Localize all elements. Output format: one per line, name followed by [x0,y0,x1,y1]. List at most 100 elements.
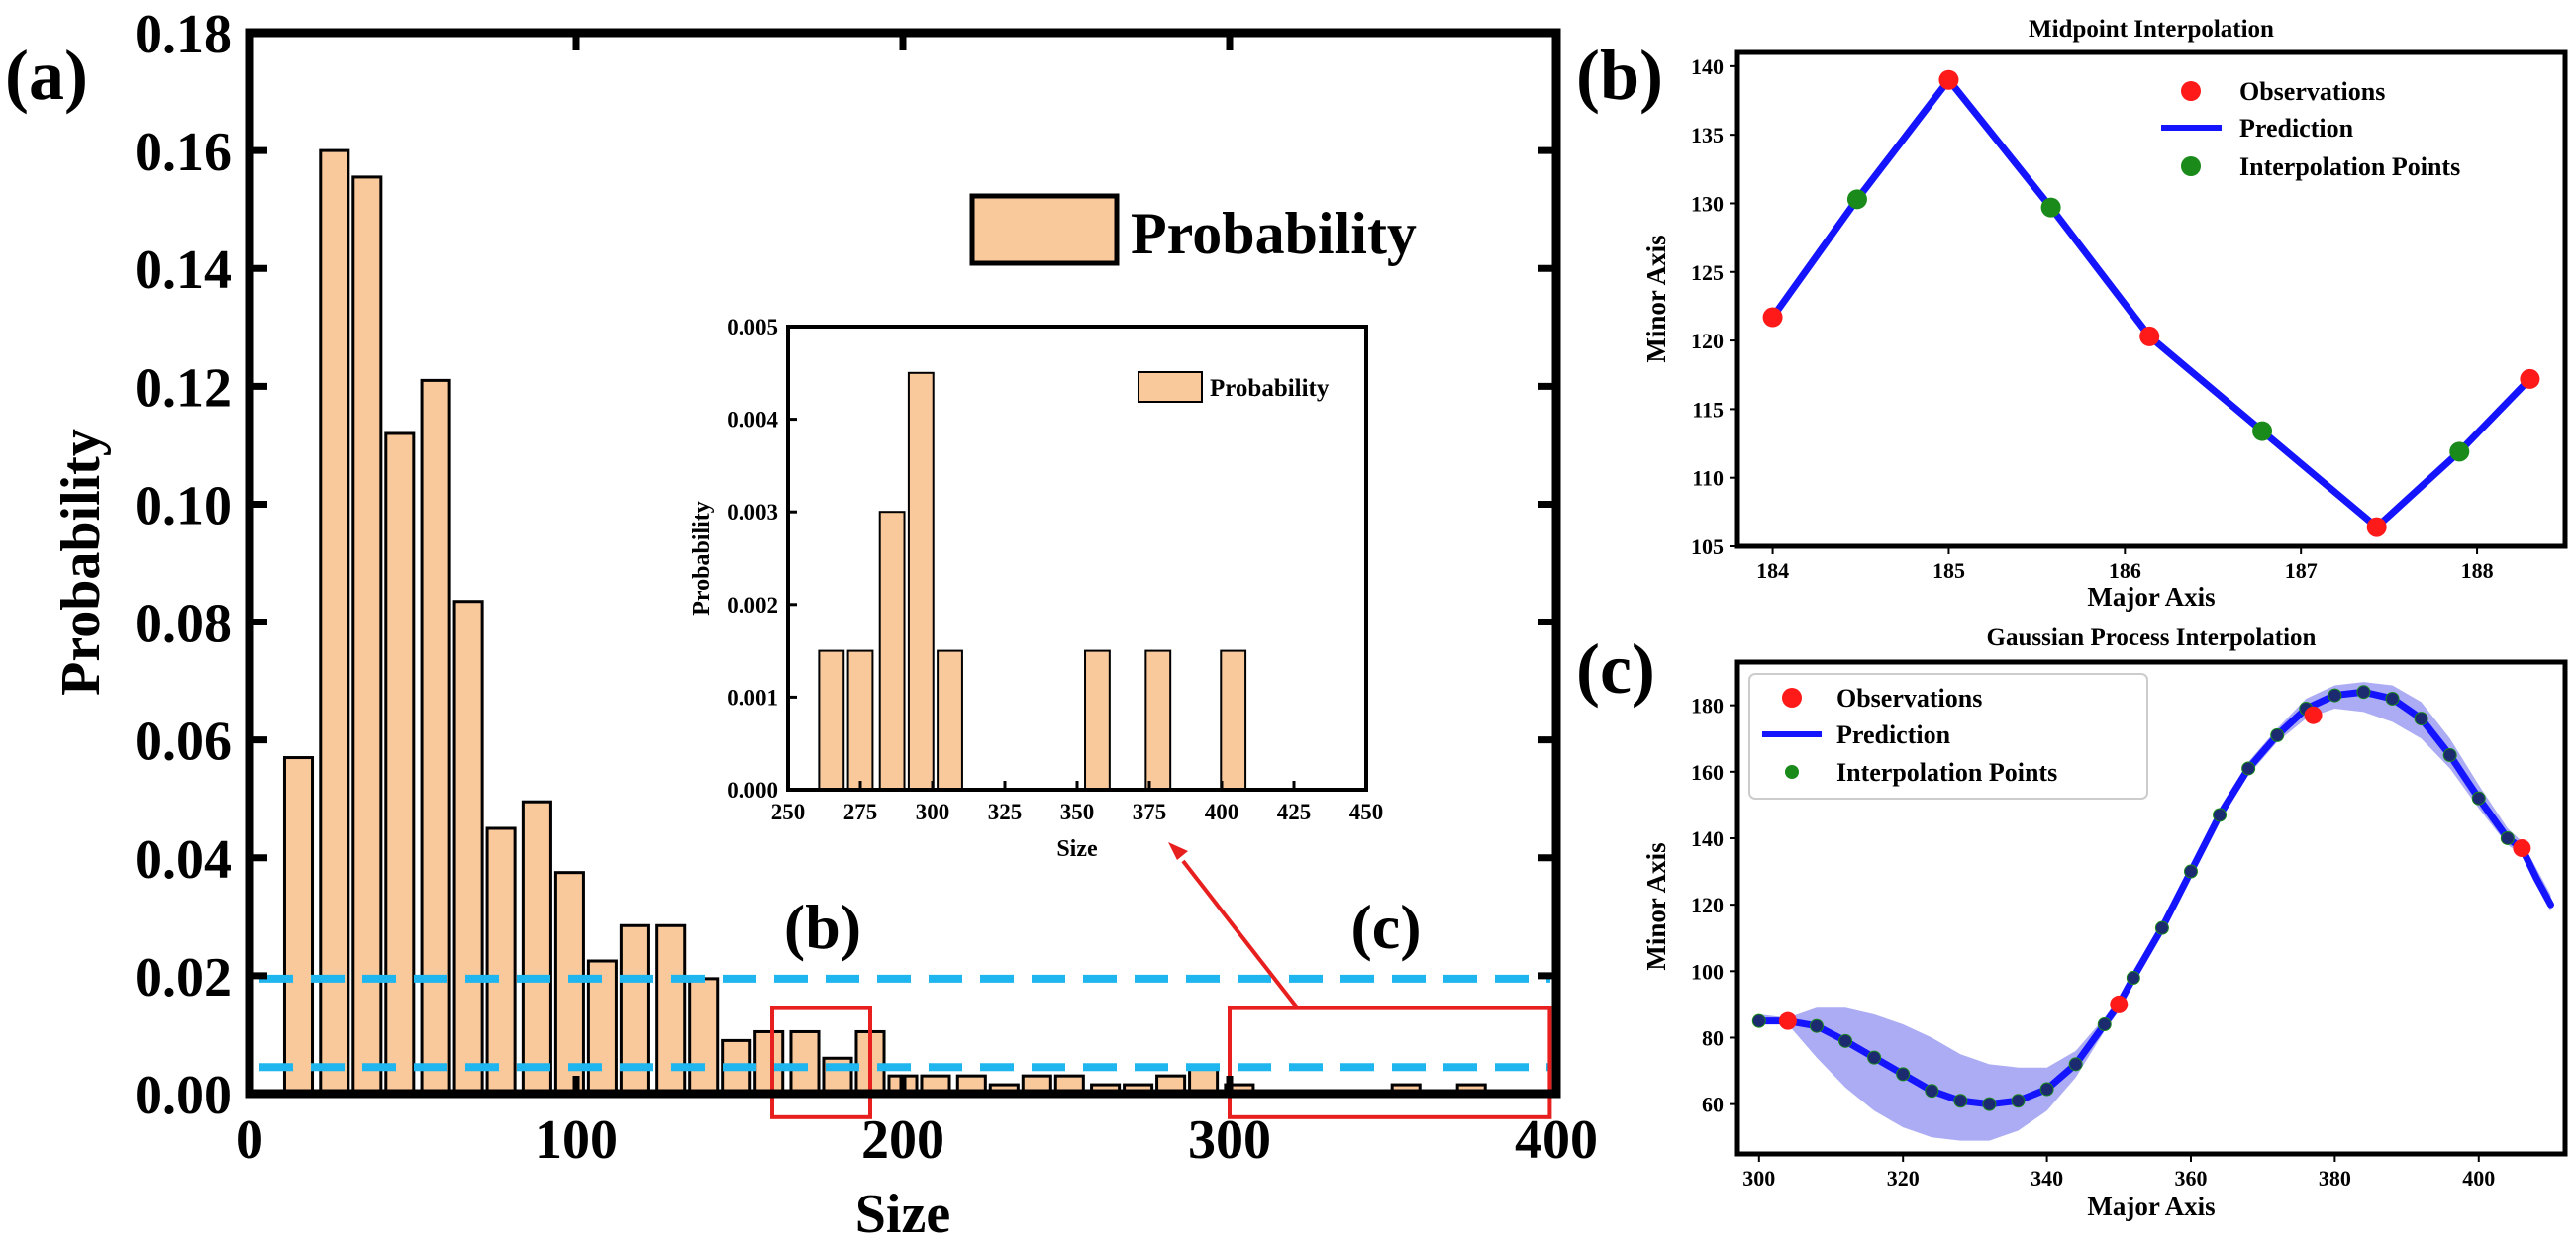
bar-a [319,148,350,1096]
panel-label-c: (c) [1576,629,1655,709]
inset-x-tick-label: 350 [1060,800,1095,824]
prediction-marker-c [1868,1051,1881,1064]
chart-title-b: Midpoint Interpolation [2029,16,2274,43]
x-tick-label-b: 188 [2461,558,2494,583]
prediction-marker-c [2501,831,2514,844]
y-axis-label-b: Minor Axis [1641,235,1671,362]
inset-x-tick-label: 450 [1349,800,1384,824]
y-tick-label-b: 110 [1692,466,1724,491]
interpolation-point-b [1846,189,1867,210]
bar-a [384,431,416,1096]
panel-label-a: (a) [5,36,88,115]
prediction-marker-c [2214,809,2227,821]
highlight-label-c: (c) [1350,892,1421,962]
observation-point-c [2513,839,2531,858]
prediction-marker-c [2328,689,2341,702]
bar-a [420,378,451,1096]
prediction-marker-c [1897,1068,1910,1081]
prediction-marker-c [2069,1058,2082,1071]
y-tick-label-c: 120 [1691,893,1724,917]
x-tick-label-c: 360 [2174,1166,2207,1191]
bar-a [485,826,517,1096]
legend-label-interpolation-c: Interpolation Points [1836,758,2057,787]
bar-a [521,800,552,1096]
prediction-marker-c [2242,762,2255,775]
legend-label-prediction-b: Prediction [2239,114,2354,143]
prediction-marker-c [2012,1095,2025,1107]
x-tick-label-c: 380 [2319,1166,2351,1191]
inset-y-tick-label: 0.002 [727,593,778,618]
inset-bar [818,649,845,791]
x-tick-label-b: 184 [1756,558,1789,583]
inset-y-tick-label: 0.004 [727,408,778,432]
highlight-box [1228,1006,1552,1119]
inset-arrow-head [1168,842,1188,860]
inset-legend: Probability [1138,371,1330,403]
y-tick-label-a: 0.12 [135,357,232,419]
y-tick-label-b: 120 [1691,329,1724,353]
bar-a [688,977,720,1096]
prediction-marker-c [2472,792,2485,805]
prediction-line-b [1769,76,2533,531]
bar-a [351,175,383,1096]
y-tick-label-b: 130 [1691,191,1724,216]
x-tick-label-c: 300 [1742,1166,1775,1191]
inset-legend-swatch [1138,371,1203,403]
y-tick-label-a: 0.18 [135,4,232,65]
axes-frame-c [1734,659,2568,1157]
prediction-marker-c [2386,692,2399,705]
inset-x-tick-label: 400 [1205,800,1239,824]
panel-a-inset: 250 275 300 325 350 375 400 425 450 0.000 0.001 0.0… [689,315,1383,862]
x-tick-label-c: 320 [1887,1166,1920,1191]
observation-point-b [1762,307,1783,328]
y-tick-label-a: 0.10 [135,475,232,536]
legend-box-c [1748,673,2148,800]
inset-x-tick-label: 375 [1133,800,1167,824]
y-axis-label-c: Minor Axis [1641,842,1671,970]
x-tick-label-a: 400 [1515,1109,1598,1171]
inset-x-axis-label: Size [1056,836,1098,862]
legend-c: Observations Prediction Interpolation Po… [1748,673,2148,800]
y-axis-label-a: Probability [50,429,112,696]
inset-bar [878,511,906,791]
prediction-marker-c [1752,1014,1765,1027]
inset-y-tick-label: 0.005 [727,315,778,339]
legend-swatch-a [969,193,1120,266]
panel-a: (a) 0 100 200 300 400 0.00 0.02 0.04 0.06 0.08 0.1… [5,4,1598,1245]
observation-point-c [2304,706,2323,724]
inset-y-axis-label: Probability [689,501,715,616]
y-tick-label-b: 125 [1691,260,1724,285]
inset-x-tick-label: 425 [1277,800,1312,824]
legend-label-observations-c: Observations [1836,684,1982,713]
x-tick-label-c: 340 [2031,1166,2063,1191]
bar-a [753,1029,785,1096]
y-tick-label-c: 140 [1691,826,1724,851]
prediction-marker-c [2357,686,2370,699]
prediction-marker-c [1926,1085,1938,1098]
inset-bar [1144,649,1172,791]
legend-marker-interpolation-b [2181,156,2201,176]
legend-marker-observations-b [2181,81,2201,101]
observation-point-c [1778,1011,1797,1030]
prediction-marker-c [1954,1095,1967,1107]
x-tick-label-b: 186 [2109,558,2141,583]
prediction-marker-c [2127,972,2139,985]
axes-frame-b [1734,49,2568,549]
inset-bar [846,649,874,791]
bar-a [553,871,585,1096]
bar-a [452,600,484,1096]
legend-label-prediction-c: Prediction [1836,720,1951,749]
interpolation-point-b [2040,197,2061,218]
legend-a: Probability [969,193,1417,266]
panel-label-b: (b) [1576,36,1663,115]
bar-a [282,756,315,1096]
y-tick-label-b: 115 [1692,397,1724,422]
prediction-marker-c [2098,1018,2111,1031]
x-tick-label-a: 100 [535,1109,618,1171]
x-tick-label-a: 300 [1188,1109,1271,1171]
observation-point-b [2520,368,2540,389]
prediction-marker-c [1839,1034,1852,1047]
y-tick-label-c: 60 [1702,1093,1724,1117]
x-axis-label-b: Major Axis [2087,582,2215,612]
